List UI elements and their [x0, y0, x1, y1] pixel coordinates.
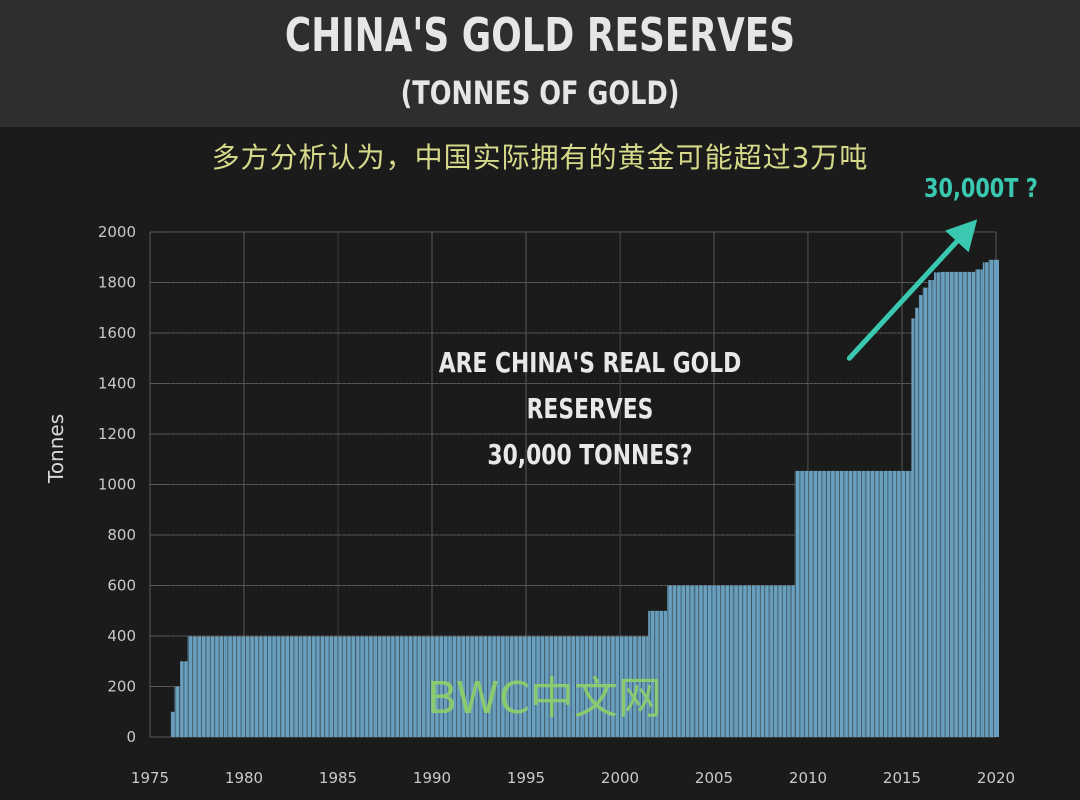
- bar-series: [170, 232, 999, 738]
- y-tick-label: 200: [107, 678, 136, 696]
- bar: [174, 686, 180, 737]
- arrow-annotation: [846, 219, 978, 361]
- x-tick-label: 1995: [507, 769, 545, 787]
- question-line-2: 30,000 TONNES?: [487, 438, 693, 471]
- header-band: CHINA'S GOLD RESERVES (TONNES OF GOLD): [0, 0, 1080, 127]
- bar: [732, 585, 752, 737]
- x-tick-label: 2015: [883, 769, 921, 787]
- y-tick-label: 800: [107, 526, 136, 544]
- x-tick-label: 2010: [789, 769, 827, 787]
- bar: [356, 636, 376, 737]
- bar: [170, 711, 175, 738]
- bar: [915, 307, 919, 738]
- x-tick-label: 1990: [413, 769, 451, 787]
- y-tick-label: 1200: [98, 425, 136, 443]
- question-line-1: ARE CHINA'S REAL GOLD RESERVES: [438, 346, 742, 425]
- question-annotation: ARE CHINA'S REAL GOLD RESERVES 30,000 TO…: [380, 340, 800, 478]
- bar: [982, 262, 989, 737]
- bar: [975, 269, 983, 737]
- bar: [432, 636, 451, 737]
- bar: [413, 636, 432, 737]
- bar: [922, 287, 929, 737]
- x-tick-label: 1985: [319, 769, 357, 787]
- bar: [375, 636, 395, 737]
- bar: [826, 470, 846, 737]
- x-tick-label: 1980: [225, 769, 263, 787]
- bar: [789, 585, 795, 737]
- bar: [319, 636, 338, 737]
- bar: [928, 280, 934, 737]
- bar: [563, 636, 583, 737]
- bar: [300, 636, 320, 737]
- bar: [988, 259, 996, 737]
- chinese-caption: 多方分析认为，中国实际拥有的黄金可能超过3万吨: [211, 141, 869, 174]
- bar: [918, 295, 923, 737]
- bar: [911, 318, 916, 737]
- bar: [206, 636, 226, 737]
- y-tick-label: 1600: [98, 324, 136, 342]
- arrow-head: [945, 219, 978, 253]
- bar: [225, 636, 244, 737]
- x-tick-label: 2005: [695, 769, 733, 787]
- x-tick-label: 1975: [131, 769, 169, 787]
- bar: [657, 610, 667, 738]
- bar: [648, 610, 658, 738]
- y-tick-label: 600: [107, 577, 136, 595]
- bar: [996, 259, 999, 737]
- bar: [620, 636, 639, 737]
- chart-title: CHINA'S GOLD RESERVES: [284, 8, 796, 62]
- y-axis-ticks: 0 200 400 600 800 1000 1200 1400 1600 1800 2000: [98, 223, 136, 746]
- x-tick-label: 2020: [977, 769, 1015, 787]
- bar: [934, 272, 940, 737]
- bar: [488, 636, 508, 737]
- y-tick-label: 1800: [98, 274, 136, 292]
- arrow-shaft: [846, 238, 960, 361]
- y-tick-label: 1400: [98, 375, 136, 393]
- bar: [244, 636, 263, 737]
- bar: [450, 636, 470, 737]
- bar: [695, 585, 714, 737]
- bar: [845, 470, 865, 737]
- y-tick-label: 2000: [98, 223, 136, 241]
- bar: [770, 585, 790, 737]
- bar: [638, 636, 649, 737]
- x-axis-ticks: 1975 1980 1985 1990 1995 2000 2005 2010 2015 2020: [131, 769, 1015, 787]
- bar: [794, 470, 808, 737]
- bar: [751, 585, 771, 737]
- bar: [667, 585, 677, 737]
- bar: [582, 636, 602, 737]
- watermark-text: BWC中文网: [427, 673, 662, 724]
- x-tick-label: 2000: [601, 769, 639, 787]
- bar: [902, 470, 912, 737]
- bar: [714, 585, 733, 737]
- y-tick-label: 400: [107, 627, 136, 645]
- bar: [338, 636, 357, 737]
- bar: [281, 636, 301, 737]
- y-tick-label: 1000: [98, 476, 136, 494]
- chart-subtitle: (TONNES OF GOLD): [400, 74, 680, 112]
- bar: [864, 470, 884, 737]
- y-tick-label: 0: [126, 728, 136, 746]
- target-label: 30,000T ?: [924, 174, 1038, 204]
- bar: [939, 271, 949, 737]
- bar: [507, 636, 526, 737]
